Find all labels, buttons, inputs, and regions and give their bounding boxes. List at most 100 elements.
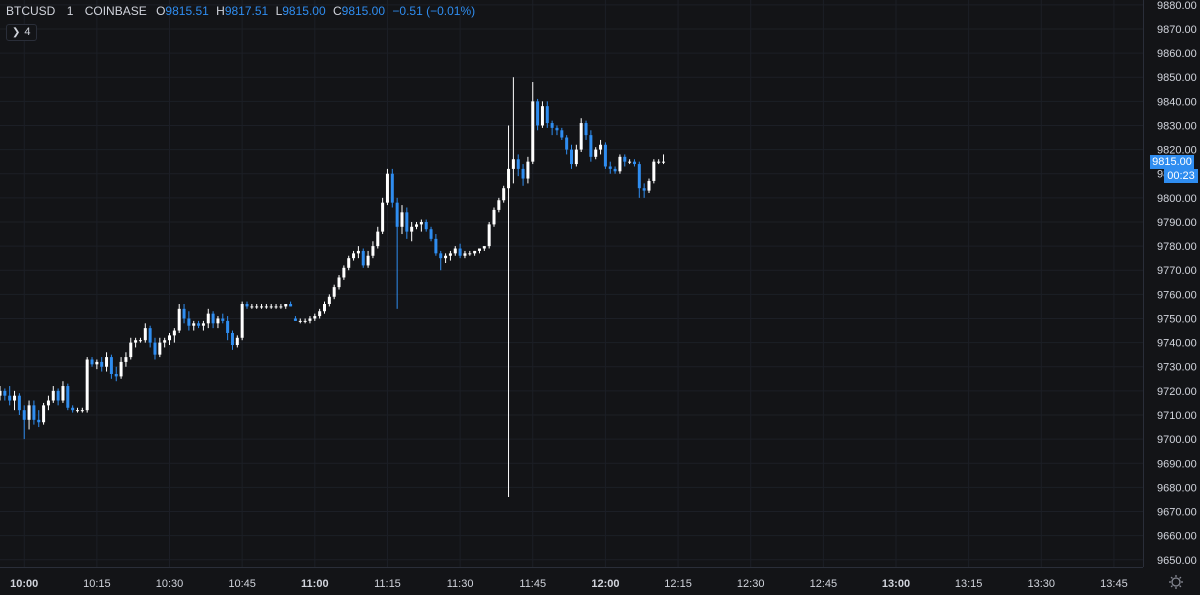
candle: [516, 154, 520, 177]
price-tick-label: 9660.00: [1157, 531, 1197, 543]
candle-body: [429, 229, 433, 239]
candle-body: [507, 168, 511, 189]
candle-body: [124, 357, 128, 362]
candle-body: [599, 144, 603, 150]
price-axis[interactable]: 9880.00 9870.00 9860.00 9850.00 9840.00 9830.…: [1143, 0, 1197, 567]
candle-body: [623, 156, 627, 162]
candle-body: [322, 304, 326, 312]
candle: [434, 234, 438, 256]
time-tick-label: 13:15: [955, 578, 983, 590]
candle: [211, 311, 215, 329]
candle: [221, 313, 225, 324]
candle: [42, 402, 46, 425]
interval[interactable]: 1: [66, 4, 74, 18]
candle-body: [361, 250, 365, 266]
price-tick-label: 9770.00: [1157, 265, 1197, 277]
time-tick-label: 10:45: [228, 578, 256, 590]
candle: [618, 154, 622, 174]
candle: [662, 154, 666, 165]
candle: [284, 304, 288, 309]
price-tick-label: 9700.00: [1157, 434, 1197, 446]
candle-body: [521, 168, 525, 179]
candle: [245, 301, 249, 309]
candle-body: [230, 332, 234, 346]
candle: [3, 388, 7, 401]
candle-body: [482, 246, 486, 249]
candle-body: [434, 238, 438, 254]
candle-body: [463, 253, 467, 256]
candle-body: [22, 410, 26, 420]
candle: [419, 219, 423, 232]
candle: [550, 120, 554, 136]
candle-body: [129, 342, 133, 358]
candle-body: [531, 101, 535, 162]
time-axis[interactable]: 10:00 10:15 10:30 10:45 11:00 11:15 11:30 11:45…: [0, 567, 1143, 591]
candle: [168, 332, 172, 346]
symbol-name[interactable]: BTCUSD: [6, 4, 56, 18]
time-tick-label: 13:00: [882, 578, 910, 590]
candle-body: [293, 318, 297, 321]
settings-gear-icon[interactable]: [1169, 575, 1183, 589]
candle-body: [502, 188, 506, 201]
candle: [502, 185, 506, 203]
gear-tooth: [1170, 576, 1173, 579]
candle: [46, 395, 50, 411]
candle-body: [143, 328, 147, 341]
candle: [90, 357, 94, 367]
candle: [366, 250, 370, 268]
candle-body: [424, 221, 428, 230]
candle: [124, 352, 128, 367]
candle-body: [211, 313, 215, 324]
candle: [511, 77, 515, 184]
gear-tooth: [1179, 585, 1182, 588]
candle-body: [197, 323, 201, 326]
candle-body: [303, 320, 307, 322]
candle: [187, 311, 191, 331]
candle-body: [395, 202, 399, 227]
candle: [579, 118, 583, 153]
indicators-toggle-button[interactable]: ❯ 4: [6, 24, 37, 41]
price-tick-label: 9870.00: [1157, 24, 1197, 36]
gear-ring: [1171, 577, 1181, 587]
candle-body: [332, 287, 336, 297]
candle: [158, 337, 162, 358]
candle-body: [32, 405, 36, 420]
candle: [138, 337, 142, 343]
candle: [322, 301, 326, 314]
candle-body: [371, 246, 375, 256]
time-tick-label: 12:00: [591, 578, 619, 590]
candle: [569, 144, 574, 169]
candle: [75, 407, 79, 413]
candle-body: [201, 323, 205, 326]
time-tick-label: 12:45: [810, 578, 838, 590]
candle: [390, 168, 394, 208]
price-tick-label: 9850.00: [1157, 72, 1197, 84]
candle: [468, 250, 472, 256]
candle-body: [579, 123, 583, 150]
candle: [264, 304, 268, 309]
candle: [13, 390, 17, 411]
candle-body: [71, 407, 75, 411]
candle: [381, 197, 385, 235]
symbol-legend: BTCUSD 1 COINBASE O9815.51 H9817.51 L981…: [6, 4, 475, 18]
candle-body: [637, 164, 641, 189]
price-tick-label: 9680.00: [1157, 482, 1197, 494]
candle-body: [390, 173, 394, 203]
price-tick-label: 9790.00: [1157, 217, 1197, 229]
candle-body: [61, 386, 65, 401]
candle: [395, 197, 399, 309]
candle: [289, 301, 293, 307]
candle: [439, 250, 443, 271]
candle-body: [100, 361, 104, 367]
close-value: 9815.00: [341, 4, 386, 18]
price-tick-label: 9830.00: [1157, 120, 1197, 132]
candle: [521, 164, 525, 186]
price-tick-label: 9730.00: [1157, 362, 1197, 374]
candle-body: [245, 304, 249, 307]
candle-body: [473, 250, 477, 254]
candle: [293, 316, 297, 321]
chevron-right-icon: ❯: [12, 27, 21, 38]
candle: [371, 241, 375, 259]
candle-body: [453, 248, 457, 254]
